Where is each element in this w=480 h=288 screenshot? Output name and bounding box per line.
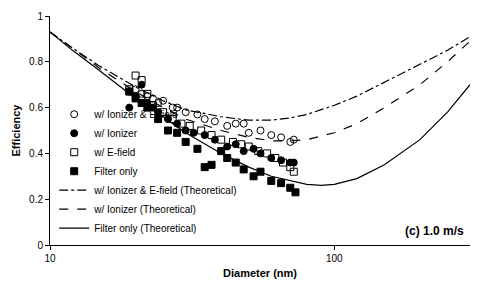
svg-text:100: 100: [326, 253, 343, 264]
svg-text:Efficiency: Efficiency: [10, 104, 22, 157]
svg-text:w/ Ionizer & E-field: w/ Ionizer & E-field: [93, 109, 177, 120]
svg-text:Filter only (Theoretical): Filter only (Theoretical): [94, 223, 196, 234]
svg-text:w/ Ionizer: w/ Ionizer: [93, 128, 137, 139]
svg-text:10: 10: [44, 253, 56, 264]
svg-text:0: 0: [37, 240, 43, 251]
svg-text:0.8: 0.8: [29, 56, 43, 67]
svg-text:w/ Ionizer & E-field (Theoreti: w/ Ionizer & E-field (Theoretical): [93, 185, 236, 196]
svg-text:Filter only: Filter only: [94, 166, 137, 177]
svg-text:w/ Ionizer (Theoretical): w/ Ionizer (Theoretical): [93, 204, 196, 215]
svg-text:w/ E-field: w/ E-field: [93, 147, 135, 158]
svg-text:1: 1: [37, 11, 43, 22]
svg-text:0.6: 0.6: [29, 102, 43, 113]
svg-text:(c) 1.0 m/s: (c) 1.0 m/s: [405, 224, 464, 238]
svg-text:Diameter (nm): Diameter (nm): [223, 267, 297, 279]
svg-text:0.2: 0.2: [29, 194, 43, 205]
svg-text:0.4: 0.4: [29, 148, 43, 159]
